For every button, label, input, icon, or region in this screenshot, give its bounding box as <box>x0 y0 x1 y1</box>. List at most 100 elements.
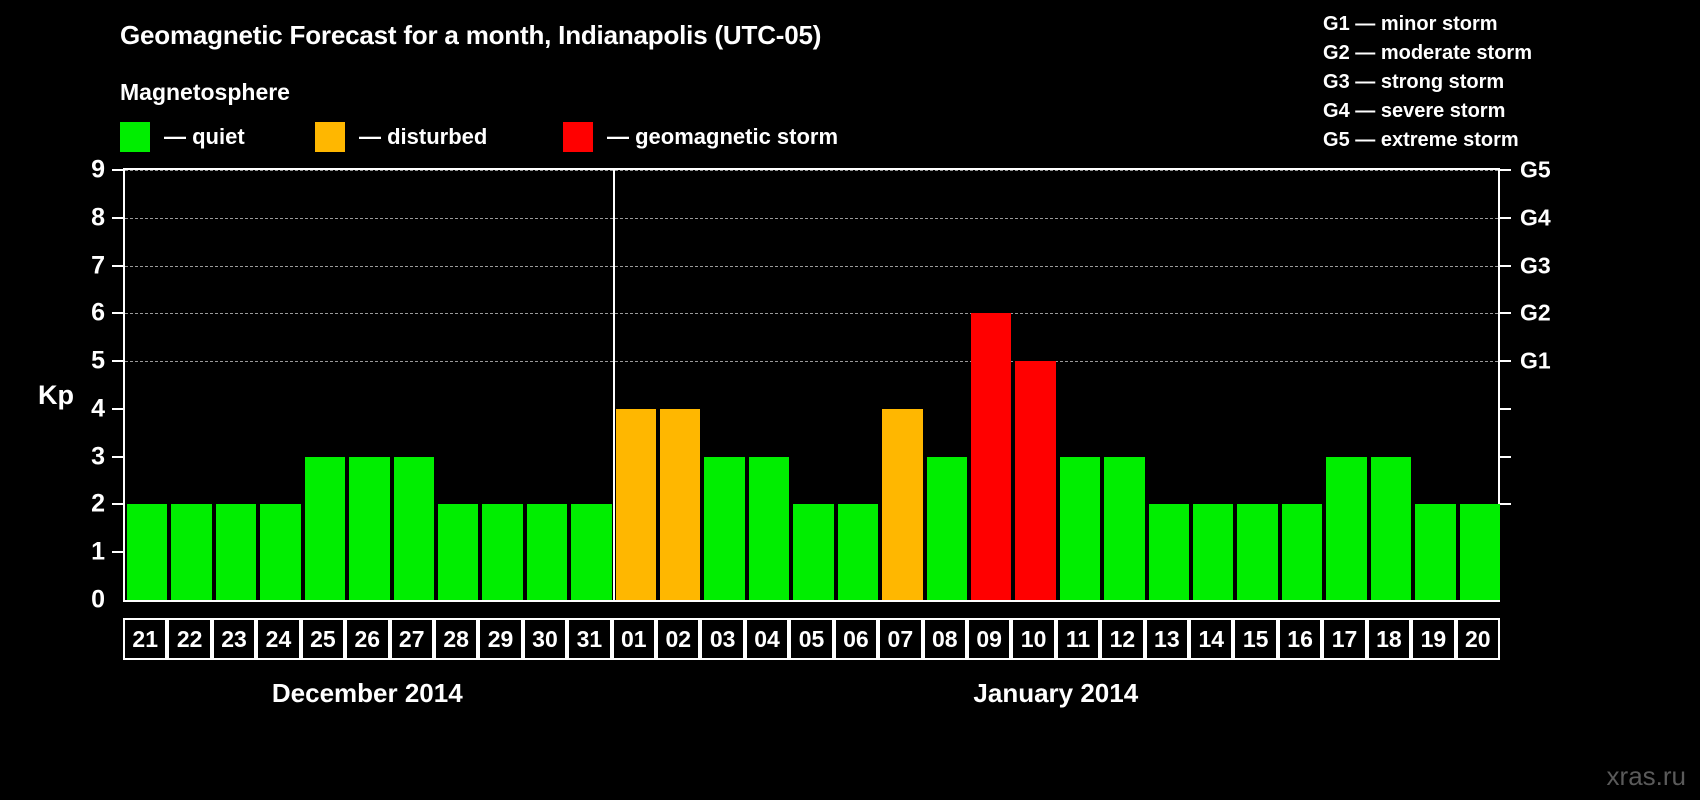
x-axis-day-cell[interactable]: 22 <box>167 618 212 660</box>
bar-13[interactable] <box>1148 504 1190 600</box>
bar-07[interactable] <box>882 408 923 600</box>
month-divider <box>612 170 615 600</box>
bar-20[interactable] <box>1459 504 1500 600</box>
bars-layer <box>125 170 1500 600</box>
bar-28[interactable] <box>437 504 479 600</box>
bar-09[interactable] <box>970 313 1012 600</box>
bar-10[interactable] <box>1015 361 1056 600</box>
legend-item-quiet: — quiet <box>120 122 245 152</box>
legend-swatch-disturbed-icon <box>315 122 345 152</box>
x-axis-day-cell[interactable]: 05 <box>789 618 834 660</box>
legend-item-disturbed: — disturbed <box>315 122 487 152</box>
y-tick-label-6: 6 <box>91 298 105 327</box>
bar-06[interactable] <box>837 504 879 600</box>
g-scale-line-5: G5 — extreme storm <box>1323 129 1519 151</box>
x-axis-day-cell[interactable]: 01 <box>611 618 657 660</box>
y-axis: 0 1 2 3 4 5 6 7 8 9 <box>0 156 123 614</box>
x-axis-day-cell[interactable]: 06 <box>833 618 879 660</box>
legend-label-storm: — geomagnetic storm <box>607 124 839 149</box>
gridline-kp-6 <box>125 313 1498 315</box>
bar-03[interactable] <box>704 456 745 600</box>
x-axis-day-cell[interactable]: 11 <box>1055 618 1101 660</box>
plot-inner <box>125 170 1500 600</box>
x-axis-day-cell[interactable]: 09 <box>966 618 1012 660</box>
bar-01[interactable] <box>615 408 657 600</box>
bar-26[interactable] <box>349 456 390 600</box>
legend-swatch-storm-icon <box>563 122 593 152</box>
bar-15[interactable] <box>1237 504 1278 600</box>
y-tick-mark-9 <box>112 169 123 171</box>
x-axis-day-cell[interactable]: 28 <box>433 618 479 660</box>
bar-12[interactable] <box>1104 456 1145 600</box>
g-axis-tick-G4 <box>1500 216 1511 219</box>
bar-16[interactable] <box>1281 504 1323 600</box>
g-axis-tick-G5 <box>1500 169 1511 171</box>
x-axis-day-cell[interactable]: 10 <box>1011 618 1056 660</box>
watermark: xras.ru <box>1606 761 1686 791</box>
x-axis-day-cell[interactable]: 27 <box>389 618 434 660</box>
g-axis-minor-tick-kp-3 <box>1500 455 1511 458</box>
x-axis-day-cell[interactable]: 15 <box>1233 618 1278 660</box>
bar-27[interactable] <box>393 456 434 600</box>
y-tick-mark-1 <box>112 551 123 554</box>
x-axis-day-cell[interactable]: 13 <box>1144 618 1190 660</box>
x-axis-day-cell[interactable]: 23 <box>211 618 257 660</box>
bar-17[interactable] <box>1326 456 1367 600</box>
bar-08[interactable] <box>926 456 967 600</box>
y-tick-mark-7 <box>112 264 123 267</box>
bar-23[interactable] <box>215 504 257 600</box>
x-axis-day-cell[interactable]: 31 <box>567 618 612 660</box>
g-scale-line-1: G1 — minor storm <box>1323 13 1498 35</box>
bar-29[interactable] <box>482 504 523 600</box>
x-axis-day-cell[interactable]: 02 <box>656 618 701 660</box>
bar-11[interactable] <box>1059 456 1101 600</box>
x-axis-day-cell[interactable]: 17 <box>1322 618 1367 660</box>
x-axis-day-cell[interactable]: 26 <box>345 618 390 660</box>
y-tick-label-1: 1 <box>91 537 105 566</box>
page-title: Geomagnetic Forecast for a month, Indian… <box>120 20 822 50</box>
x-axis-day-cell[interactable]: 07 <box>878 618 923 660</box>
bar-04[interactable] <box>748 456 790 600</box>
bar-22[interactable] <box>171 504 212 600</box>
legend-swatch-quiet-icon <box>120 122 150 152</box>
x-axis-day-cell[interactable]: 04 <box>744 618 790 660</box>
bar-25[interactable] <box>304 456 346 600</box>
x-axis-day-cell[interactable]: 19 <box>1411 618 1456 660</box>
y-tick-mark-3 <box>112 455 123 458</box>
gridline-kp-9 <box>125 170 1498 171</box>
x-axis-day-cell[interactable]: 14 <box>1189 618 1234 660</box>
bar-21[interactable] <box>127 504 168 600</box>
y-tick-label-4: 4 <box>91 394 105 423</box>
bar-24[interactable] <box>260 504 301 600</box>
bar-05[interactable] <box>793 504 834 600</box>
x-axis-day-cell[interactable]: 24 <box>256 618 301 660</box>
x-axis-day-cell[interactable]: 12 <box>1100 618 1145 660</box>
x-axis-day-cell[interactable]: 25 <box>300 618 346 660</box>
g-axis-label-G5: G5 <box>1520 156 1551 183</box>
x-axis-day-cell[interactable]: 16 <box>1277 618 1323 660</box>
g-axis-label-G4: G4 <box>1520 204 1551 231</box>
x-axis-day-cell[interactable]: 20 <box>1455 618 1500 660</box>
bar-02[interactable] <box>660 408 701 600</box>
y-tick-label-9: 9 <box>91 155 105 184</box>
bar-31[interactable] <box>571 504 612 600</box>
bar-14[interactable] <box>1193 504 1234 600</box>
g-scale-line-3: G3 — strong storm <box>1323 71 1505 93</box>
y-tick-mark-4 <box>112 407 123 410</box>
x-axis-day-cell[interactable]: 21 <box>123 618 168 660</box>
bar-30[interactable] <box>526 504 568 600</box>
legend-label-disturbed: — disturbed <box>359 124 488 149</box>
g-axis-label-G1: G1 <box>1520 347 1551 374</box>
bar-18[interactable] <box>1370 456 1412 600</box>
y-tick-label-7: 7 <box>91 251 105 280</box>
x-axis-day-cell[interactable]: 03 <box>700 618 745 660</box>
x-axis-day-cell[interactable]: 29 <box>478 618 523 660</box>
x-axis-days: 21 22 23 24 25 26 27 28 29 30 31 01 02 03 04 05 06 07 08 09… <box>123 618 1500 660</box>
month-labels: December 2014 January 2014 <box>123 678 1500 718</box>
bar-19[interactable] <box>1415 504 1456 600</box>
x-axis-day-cell[interactable]: 30 <box>522 618 568 660</box>
x-axis-day-cell[interactable]: 18 <box>1366 618 1412 660</box>
x-axis-day-cell[interactable]: 08 <box>922 618 967 660</box>
legend-item-storm: — geomagnetic storm <box>563 122 838 152</box>
y-tick-mark-6 <box>112 312 123 315</box>
